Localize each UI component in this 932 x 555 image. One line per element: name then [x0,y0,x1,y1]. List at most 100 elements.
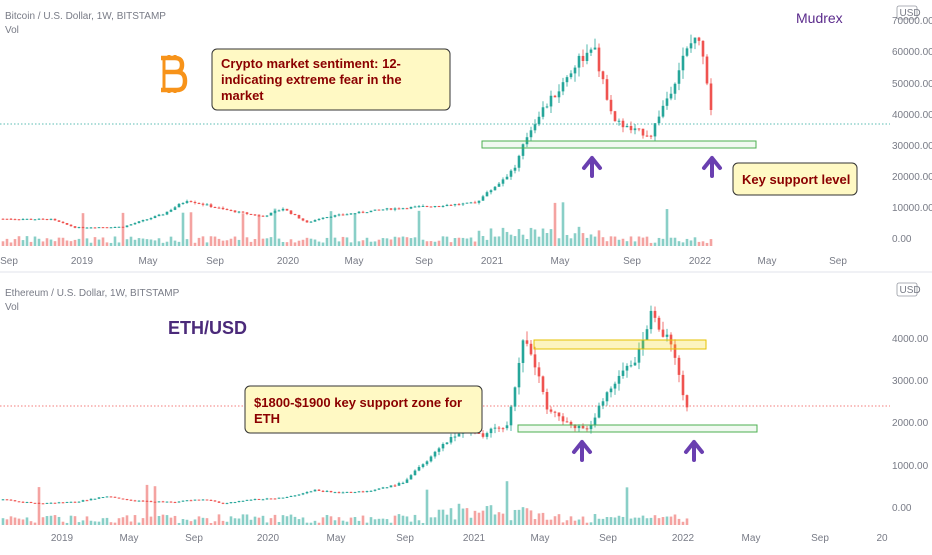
candle-body [677,70,681,84]
candle-body [301,493,305,495]
volume-bar [597,518,601,525]
time-tick-label: May [120,533,139,544]
candle-body [9,499,13,501]
volume-bar [361,240,365,246]
volume-bar [545,233,549,246]
candle-body [481,196,485,201]
candle-body [553,95,557,98]
volume-bar [61,521,65,525]
volume-bar [613,236,617,246]
volume-bar [341,520,345,525]
candle-body [33,502,37,504]
candle-body [401,482,405,484]
volume-bar [649,517,653,525]
volume-bar [217,514,221,525]
volume-bar [229,238,233,246]
candle-body [333,492,337,494]
candle-body [625,125,629,128]
volume-bar [529,510,533,525]
volume-bar [605,517,609,525]
candle-body [649,310,653,330]
btc-time-axis: Sep 2019 May Sep 2020 May Sep 2021 May Sep 2022 May… [0,256,847,267]
candle-body [193,202,197,204]
candle-body [561,82,565,92]
candle-body [73,501,77,503]
volume-bar [345,237,349,246]
volume-bar [297,519,301,525]
candle-body [297,494,301,496]
volume-bar [629,236,633,246]
candle-body [245,499,249,501]
candle-body [433,205,437,207]
volume-bar [265,522,269,525]
candle-body [585,52,589,61]
candle-body [249,499,253,501]
candle-body [401,208,405,210]
candle-body [433,451,437,457]
candle-body [357,491,361,493]
candle-body [669,93,673,99]
volume-bar [317,241,321,246]
volume-bar [229,516,233,525]
candle-body [613,111,617,122]
candle-body [413,470,417,476]
candle-body [449,204,453,206]
volume-bar [173,240,177,246]
volume-bar [65,240,69,246]
volume-bar [449,508,453,525]
candle-body [513,387,517,407]
volume-bar [133,515,137,525]
candle-body [281,208,285,211]
eth-title: ETH/USD [168,318,247,338]
volume-bar [185,239,189,246]
volume-bar [241,514,245,525]
price-tick-label: 0.00 [892,503,912,514]
volume-bar [329,211,333,246]
candle-body [505,425,509,429]
volume-bar [397,514,401,525]
candle-body [537,116,541,125]
candle-body [25,218,29,220]
volume-bar [189,521,193,525]
volume-bar [461,508,465,525]
volume-bar [497,236,501,246]
candle-body [537,367,541,377]
volume-bar [237,239,241,246]
candle-body [485,433,489,437]
btc-usd-badge[interactable]: USD [896,5,921,20]
volume-bar [285,516,289,525]
candle-body [181,202,185,204]
volume-bar [437,240,441,246]
candle-body [481,433,485,437]
volume-bar [421,522,425,525]
volume-bar [53,241,57,246]
candle-body [513,167,517,171]
volume-bar [473,510,477,525]
candle-body [129,499,133,501]
candle-body [593,417,597,426]
candle-body [617,375,621,384]
volume-bar [221,240,225,246]
volume-bar [541,512,545,525]
volume-bar [153,240,157,246]
key-support-label: Key support level [742,172,850,187]
candle-body [153,216,157,219]
volume-bar [201,517,205,525]
volume-bar [141,518,145,525]
candle-body [629,125,633,131]
btc-price-axis: 70000.00 60000.00 50000.00 40000.00 30000.00… [892,16,932,245]
volume-bar [453,519,457,525]
volume-bar [321,242,325,246]
volume-bar [1,518,5,525]
candle-body [105,227,109,229]
candle-body [121,226,125,228]
key-support-note: Key support level [732,162,858,196]
volume-bar [565,520,569,525]
volume-bar [13,517,17,525]
volume-bar [697,241,701,246]
candle-body [589,425,593,430]
candle-body [445,442,449,445]
candle-body [329,490,333,493]
eth-usd-badge[interactable]: USD [896,282,921,297]
